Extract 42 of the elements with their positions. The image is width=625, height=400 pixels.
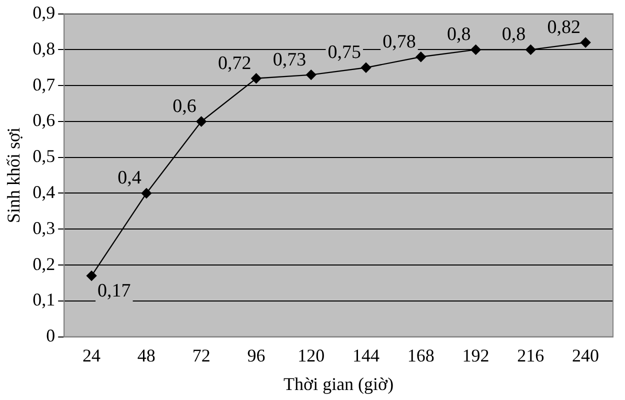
point: [360, 62, 372, 73]
data-label: 0,6: [172, 96, 196, 117]
x-tick-label: 96: [247, 345, 266, 366]
y-tick-label: 0,4: [32, 182, 56, 202]
point: [251, 73, 262, 84]
x-tick-label: 72: [192, 345, 210, 366]
y-tick-label: 0,1: [32, 290, 56, 310]
data-label: 0,78: [382, 31, 416, 52]
y-tick-label: 0,6: [32, 110, 56, 130]
point: [416, 52, 426, 62]
x-tick-label: 168: [407, 345, 434, 366]
x-tick-label: 48: [137, 345, 156, 366]
data-label: 0,72: [218, 52, 252, 74]
data-label: 0,8: [502, 24, 526, 46]
point: [526, 44, 536, 55]
point: [470, 44, 481, 55]
data-label: 0,73: [272, 49, 306, 70]
y-tick-label: 0,8: [32, 38, 56, 58]
x-axis-title: Thời gian (giờ): [284, 374, 394, 394]
y-tick-label: 0,5: [32, 146, 56, 166]
y-tick-label: 0,2: [32, 254, 56, 274]
x-tick-label: 120: [298, 345, 325, 366]
x-tick-label: 144: [352, 345, 380, 366]
data-label: 0,82: [547, 16, 581, 38]
point: [141, 188, 152, 198]
y-tick-label: 0,7: [32, 74, 56, 94]
point: [306, 70, 316, 80]
y-tick-label: 0: [46, 326, 56, 346]
point: [196, 116, 206, 127]
data-label: 0,17: [98, 280, 131, 302]
x-tick-label: 216: [517, 345, 544, 366]
data-label: 0,4: [118, 168, 142, 189]
data-label: 0,8: [447, 24, 471, 46]
y-tick-label: 0,3: [32, 218, 56, 238]
point: [580, 37, 591, 48]
point: [86, 270, 97, 281]
x-tick-label: 24: [82, 345, 101, 366]
data-label: 0,75: [328, 42, 361, 64]
y-axis-title: Sinh khối sợi: [4, 128, 24, 224]
y-tick-label: 0,9: [32, 2, 56, 23]
x-tick-label: 240: [572, 345, 600, 366]
x-tick-label: 192: [462, 345, 490, 366]
